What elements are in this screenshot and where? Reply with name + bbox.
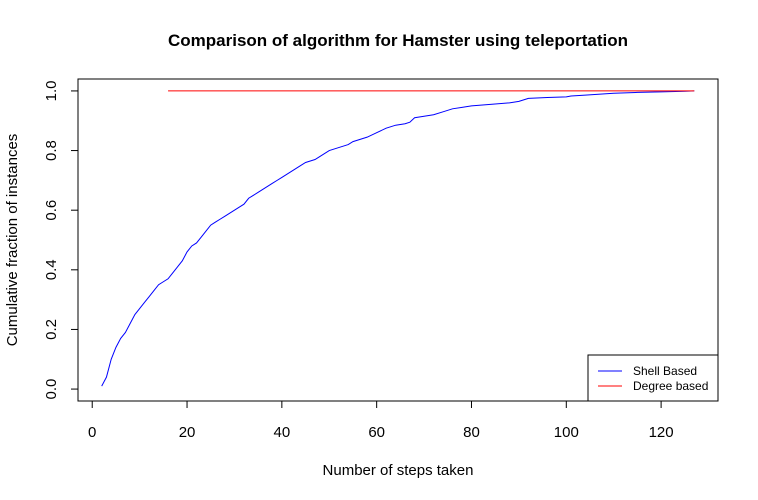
y-tick-label: 0.6 — [43, 200, 60, 221]
y-tick-label: 0.4 — [43, 259, 60, 280]
series-line-shell-based — [101, 90, 695, 387]
x-tick-label: 100 — [554, 424, 579, 441]
x-tick-label: 40 — [274, 424, 291, 441]
x-axis-label: Number of steps taken — [323, 462, 474, 479]
y-axis-label: Cumulative fraction of instances — [4, 134, 21, 347]
x-axis: 0 20 40 60 80 100 120 — [88, 400, 674, 441]
y-tick-label: 1.0 — [43, 80, 60, 101]
series-layer — [101, 90, 695, 387]
legend-label-degree-based: Degree based — [633, 379, 708, 393]
x-tick-label: 20 — [179, 424, 196, 441]
y-tick-label: 0.2 — [43, 319, 60, 340]
legend: Shell Based Degree based — [587, 354, 719, 402]
chart-title: Comparison of algorithm for Hamster usin… — [168, 31, 628, 50]
legend-label-shell-based: Shell Based — [633, 364, 697, 378]
plot-frame — [77, 78, 719, 402]
y-axis: 0.0 0.2 0.4 0.6 0.8 1.0 — [43, 80, 79, 400]
x-tick-label: 80 — [463, 424, 480, 441]
x-tick-label: 60 — [368, 424, 385, 441]
x-tick-label: 0 — [88, 424, 96, 441]
y-tick-label: 0.0 — [43, 379, 60, 400]
x-tick-label: 120 — [649, 424, 674, 441]
y-tick-label: 0.8 — [43, 140, 60, 161]
legend-box — [587, 354, 719, 402]
